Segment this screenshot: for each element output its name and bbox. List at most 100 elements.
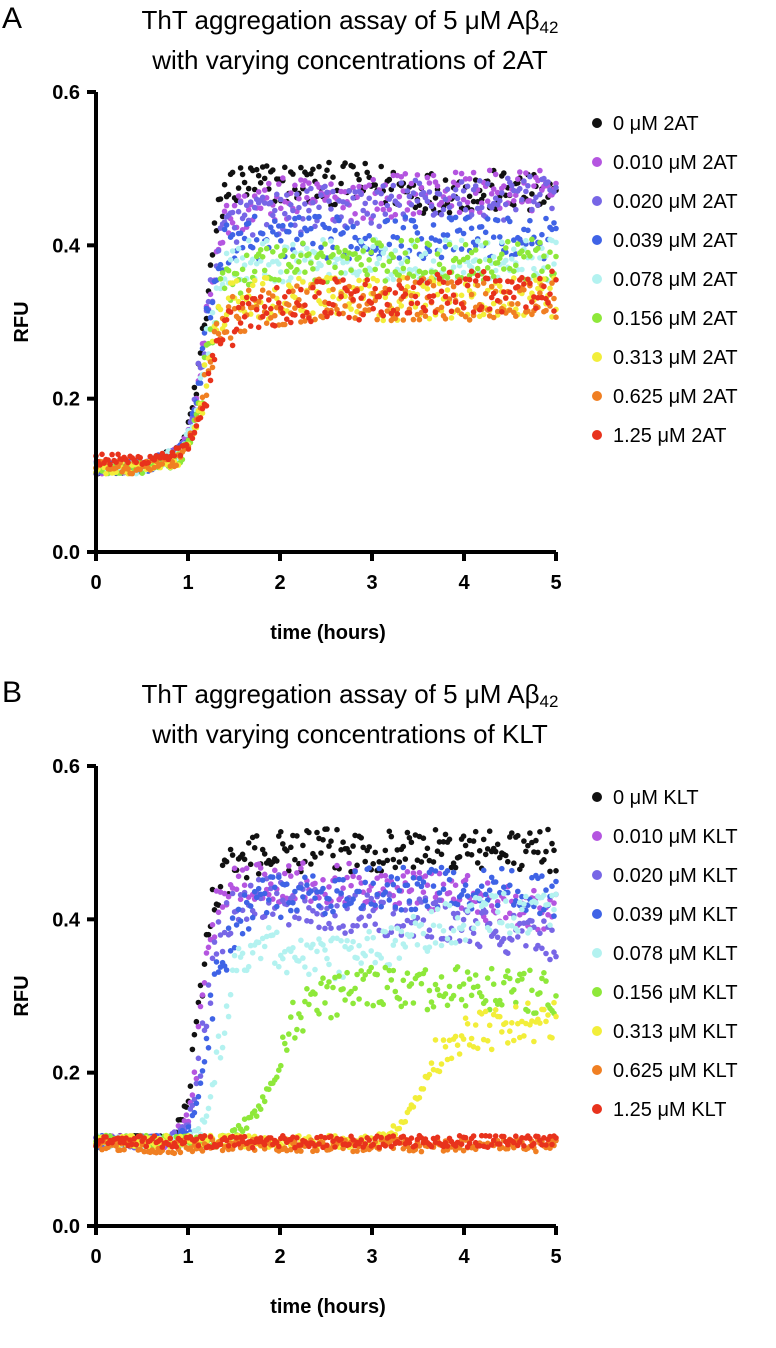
data-point — [171, 453, 178, 459]
data-point — [352, 251, 358, 257]
data-point — [497, 283, 503, 290]
data-point — [318, 244, 324, 251]
x-tick-label: 4 — [458, 572, 470, 594]
legend-marker — [592, 313, 602, 323]
data-point — [535, 295, 541, 301]
data-point — [422, 307, 429, 314]
data-point — [286, 288, 292, 295]
data-point — [551, 913, 557, 919]
data-point — [422, 269, 429, 276]
data-point — [527, 280, 533, 287]
data-point — [372, 902, 379, 909]
data-point — [344, 287, 350, 294]
data-point — [326, 159, 332, 166]
data-point — [249, 282, 256, 289]
data-point — [519, 274, 525, 281]
data-point — [382, 290, 389, 296]
data-point — [370, 243, 377, 250]
data-point — [438, 864, 445, 871]
data-point — [420, 879, 427, 885]
data-point — [257, 294, 264, 300]
data-point — [233, 326, 240, 333]
data-point — [229, 342, 236, 349]
data-point — [492, 171, 499, 178]
data-point — [372, 959, 379, 966]
data-point — [348, 882, 354, 889]
data-point — [378, 190, 385, 197]
data-point — [362, 1141, 369, 1147]
data-point — [340, 877, 346, 883]
data-point — [541, 199, 547, 205]
data-point — [272, 218, 278, 224]
data-point — [374, 891, 381, 898]
data-point — [499, 239, 505, 245]
data-point — [434, 986, 441, 993]
data-point — [537, 239, 543, 246]
data-point — [284, 881, 290, 887]
data-point — [507, 289, 513, 296]
data-point — [304, 309, 310, 316]
legend-marker — [592, 235, 602, 245]
data-point — [396, 887, 403, 894]
data-point — [364, 169, 371, 176]
data-point — [225, 1013, 232, 1020]
data-point — [521, 838, 527, 844]
data-point — [205, 944, 212, 951]
data-point — [482, 229, 489, 236]
data-point — [290, 288, 296, 295]
data-point — [207, 1000, 214, 1006]
data-point — [286, 922, 292, 928]
data-point — [195, 1126, 202, 1132]
legend-marker — [592, 391, 602, 401]
data-point — [282, 294, 288, 300]
data-point — [366, 887, 373, 894]
data-point — [398, 243, 405, 249]
data-point — [378, 873, 385, 879]
data-point — [209, 252, 216, 258]
y-tick-label: 0.6 — [52, 82, 80, 104]
data-point — [251, 213, 258, 220]
data-point — [217, 261, 224, 268]
data-point — [505, 950, 511, 956]
data-point — [541, 283, 547, 290]
data-point — [340, 204, 346, 211]
data-point — [217, 932, 224, 938]
data-point — [466, 193, 473, 200]
data-point — [334, 826, 340, 833]
data-point — [173, 1143, 180, 1150]
data-point — [362, 307, 369, 313]
data-point — [531, 183, 537, 189]
data-point — [523, 848, 529, 855]
data-point — [450, 992, 457, 999]
data-point — [390, 856, 397, 863]
data-point — [370, 907, 377, 914]
data-point — [408, 839, 415, 846]
data-point — [462, 313, 469, 320]
data-point — [396, 996, 403, 1002]
data-point — [543, 978, 549, 984]
data-point — [280, 222, 286, 229]
data-point — [474, 860, 481, 866]
data-point — [225, 1143, 232, 1149]
data-point — [221, 890, 228, 897]
data-point — [418, 980, 425, 987]
data-point — [390, 881, 397, 888]
data-point — [382, 211, 389, 217]
data-point — [384, 301, 391, 308]
data-point — [302, 201, 308, 207]
data-point — [241, 262, 248, 268]
data-point — [378, 242, 385, 249]
data-point — [316, 213, 322, 220]
data-point — [251, 1108, 258, 1114]
data-point — [438, 974, 445, 980]
data-point — [177, 1149, 184, 1156]
data-point — [290, 945, 296, 951]
data-point — [392, 218, 399, 224]
data-point — [440, 928, 447, 934]
data-point — [320, 942, 326, 948]
data-point — [165, 1149, 172, 1156]
data-point — [533, 899, 539, 906]
data-point — [444, 1002, 451, 1009]
data-point — [342, 997, 348, 1003]
